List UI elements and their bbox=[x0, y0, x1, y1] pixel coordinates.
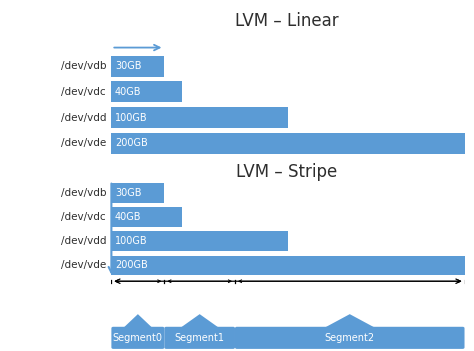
Text: 100GB: 100GB bbox=[115, 236, 147, 246]
Text: 30GB: 30GB bbox=[115, 61, 141, 71]
Text: 40GB: 40GB bbox=[115, 87, 141, 97]
Text: Segment1: Segment1 bbox=[175, 333, 225, 343]
Text: Segment2: Segment2 bbox=[325, 333, 375, 343]
Bar bbox=[111, 231, 288, 251]
Text: 100GB: 100GB bbox=[115, 113, 147, 122]
Bar bbox=[111, 183, 164, 203]
Text: /dev/vdb: /dev/vdb bbox=[61, 188, 106, 198]
Text: /dev/vdd: /dev/vdd bbox=[61, 113, 106, 122]
Text: /dev/vdc: /dev/vdc bbox=[62, 87, 106, 97]
Text: /dev/vde: /dev/vde bbox=[61, 138, 106, 148]
Text: LVM – Stripe: LVM – Stripe bbox=[236, 163, 337, 181]
Text: 30GB: 30GB bbox=[115, 188, 141, 198]
Text: LVM – Linear: LVM – Linear bbox=[235, 12, 338, 30]
Bar bbox=[111, 133, 465, 154]
Text: Segment0: Segment0 bbox=[113, 333, 163, 343]
Text: 200GB: 200GB bbox=[115, 260, 148, 271]
Text: 40GB: 40GB bbox=[115, 212, 141, 222]
Text: /dev/vdd: /dev/vdd bbox=[61, 236, 106, 246]
Text: /dev/vde: /dev/vde bbox=[61, 260, 106, 271]
Bar bbox=[111, 55, 164, 77]
Bar bbox=[111, 207, 182, 227]
Bar bbox=[111, 256, 465, 276]
Bar bbox=[111, 107, 288, 128]
Text: /dev/vdc: /dev/vdc bbox=[62, 212, 106, 222]
Text: /dev/vdb: /dev/vdb bbox=[61, 61, 106, 71]
Text: 200GB: 200GB bbox=[115, 138, 148, 148]
Bar bbox=[111, 81, 182, 102]
